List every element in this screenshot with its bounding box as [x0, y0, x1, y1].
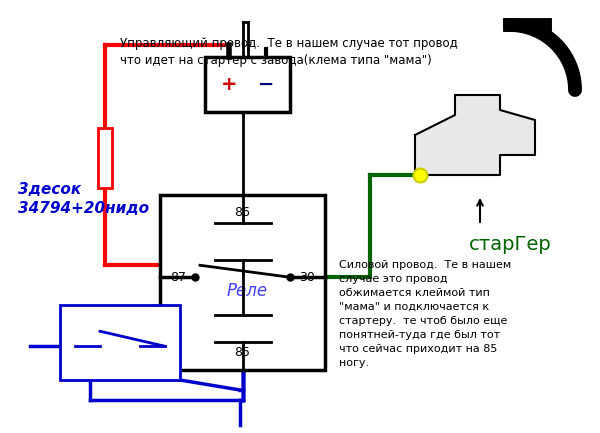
Text: Реле: Реле [227, 282, 268, 300]
Bar [160, 195, 325, 370]
Bar [205, 57, 290, 112]
Text: 87: 87 [170, 271, 186, 284]
Text: 86: 86 [235, 207, 250, 220]
Bar [60, 305, 180, 380]
Text: −: − [258, 75, 274, 94]
Text: 30: 30 [299, 271, 315, 284]
Bar [98, 128, 112, 188]
Text: 3десок
34794+20нидо: 3десок 34794+20нидо [18, 182, 149, 216]
Text: Управляющий провод.  Те в нашем случае тот провод
что идет на стартер с завода(к: Управляющий провод. Те в нашем случае то… [120, 37, 458, 67]
Text: 85: 85 [235, 346, 251, 359]
Text: Силовой провод.  Те в нашем
случае это провод
обжимается клеймой тип
"мама" и по: Силовой провод. Те в нашем случае это пр… [339, 260, 511, 368]
Text: старГер: старГер [469, 236, 551, 255]
Text: +: + [221, 75, 237, 94]
Polygon shape [415, 95, 535, 175]
